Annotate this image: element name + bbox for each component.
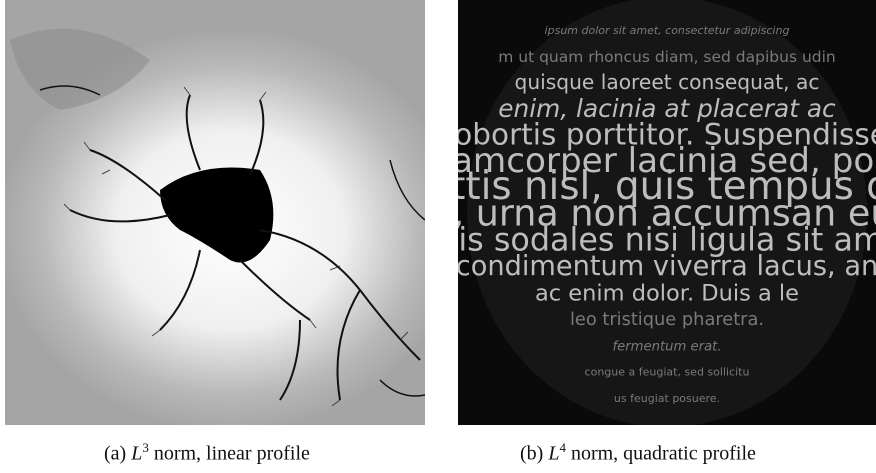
figure-images: ipsum dolor sit amet, consectetur adipis… — [0, 0, 876, 430]
caption-a: (a) L3 norm, linear profile — [104, 440, 310, 466]
image-text-line: condimentum viverra lacus, an — [456, 251, 876, 282]
image-text-line: ipsum dolor sit amet, consectetur adipis… — [545, 24, 790, 37]
caption-symbol: L — [131, 443, 142, 465]
caption-label: (b) — [520, 443, 543, 465]
image-text-line: m ut quam rhoncus diam, sed dapibus udin — [498, 48, 836, 66]
image-text-line: us feugiat posuere. — [614, 392, 720, 405]
caption-symbol: L — [548, 443, 559, 465]
image-text-line: leo tristique pharetra. — [570, 309, 764, 330]
caption-text: norm, quadratic profile — [571, 443, 756, 465]
fractal-image — [0, 0, 460, 430]
image-text-line: fermentum erat. — [612, 339, 721, 354]
image-text-line: congue a feugiat, sed sollicitu — [585, 366, 750, 379]
caption-label: (a) — [104, 443, 126, 465]
image-text-line: quisque laoreet consequat, ac — [515, 70, 820, 94]
image-text-line: ac enim dolor. Duis a le — [535, 280, 799, 306]
caption-text: norm, linear profile — [154, 443, 310, 465]
page: ipsum dolor sit amet, consectetur adipis… — [0, 0, 876, 473]
caption-exponent: 3 — [142, 440, 149, 455]
caption-b: (b) L4 norm, quadratic profile — [520, 440, 756, 466]
caption-exponent: 4 — [559, 440, 566, 455]
